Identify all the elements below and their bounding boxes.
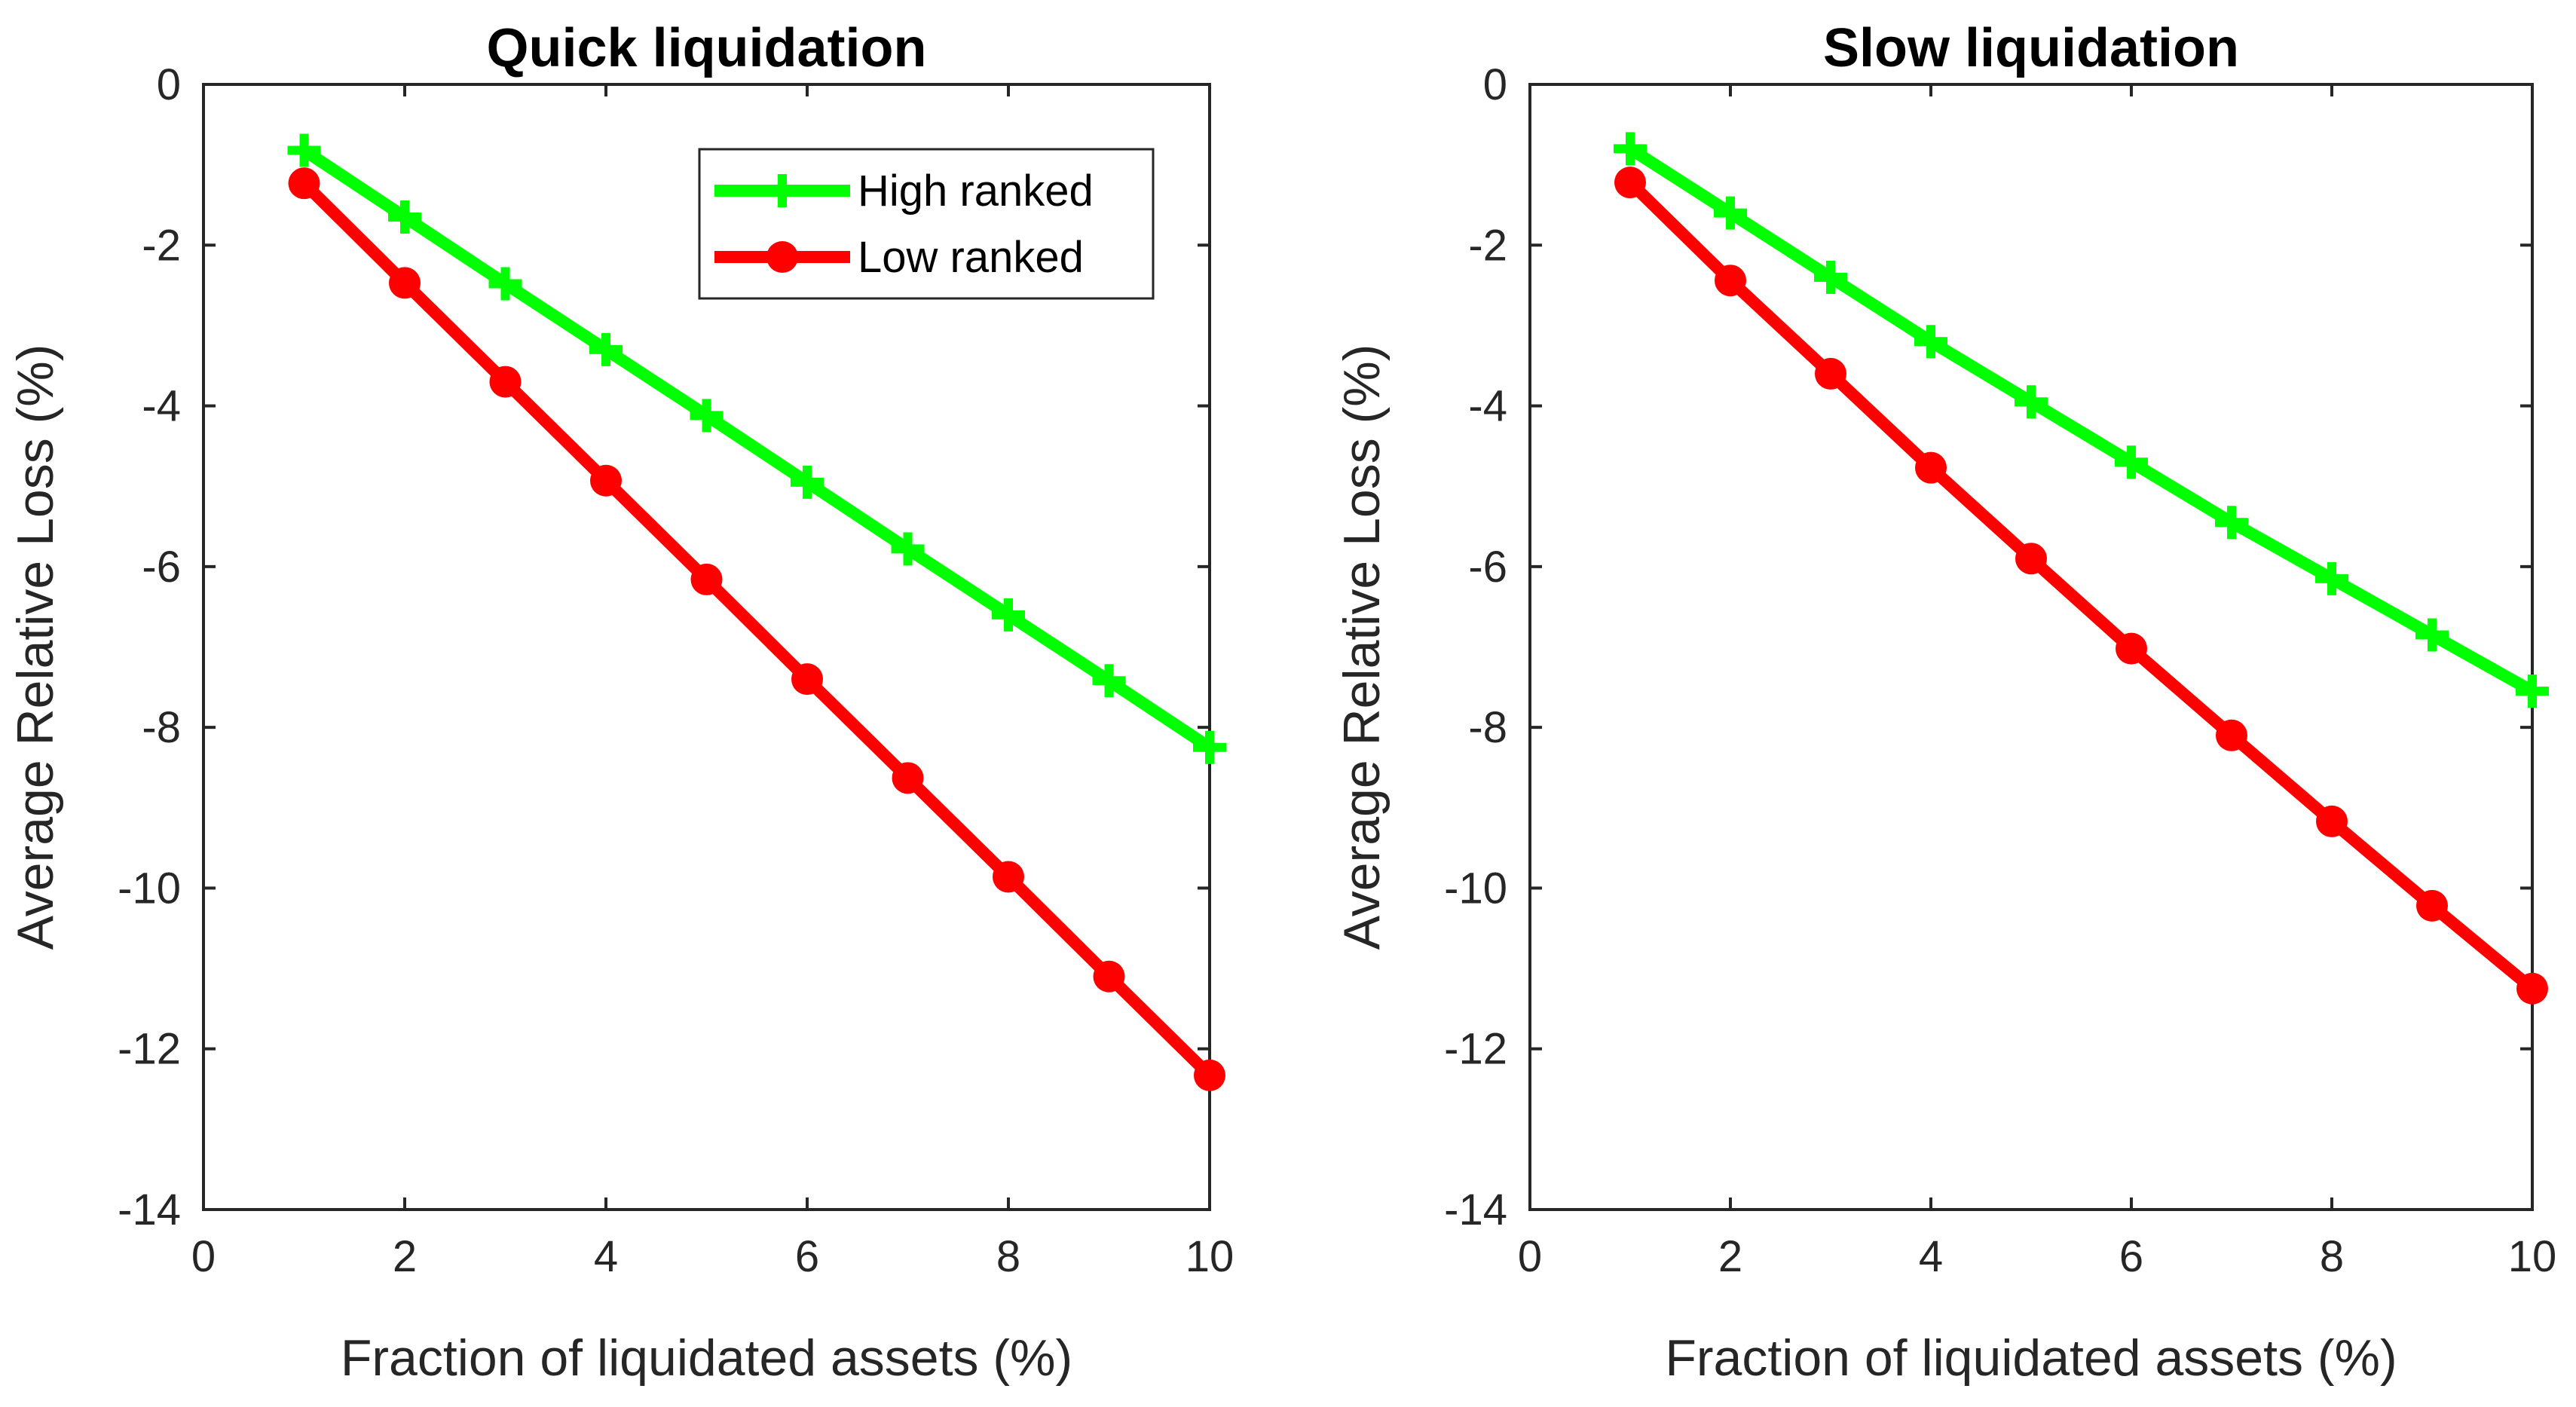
data-point-low-ranked	[892, 762, 924, 794]
y-tick-label: -2	[142, 221, 181, 270]
chart-panel-1: 0 2 4 6 8 10 0 -2 -4 -6 -8 -10 -12 -14 Quick liquidati…	[7, 18, 1234, 1387]
data-point-high-ranked	[1914, 325, 1947, 359]
data-point-high-ranked	[690, 399, 724, 433]
data-point-low-ranked	[791, 663, 823, 696]
y-tick-label: -14	[1444, 1185, 1507, 1234]
data-point-low-ranked	[993, 861, 1024, 893]
x-tick-label: 6	[2119, 1232, 2143, 1281]
data-point-high-ranked	[287, 133, 321, 167]
legend-marker-high-ranked	[766, 174, 799, 207]
y-tick-label: -12	[118, 1025, 181, 1074]
y-tick-label: 0	[157, 60, 181, 109]
y-tick-label: -6	[142, 543, 181, 592]
legend-marker-low-ranked	[766, 241, 798, 273]
y-tick-label: -8	[142, 703, 181, 752]
data-point-high-ranked	[2015, 385, 2048, 419]
x-tick-label: 10	[2508, 1232, 2557, 1281]
data-point-high-ranked	[891, 532, 925, 566]
axes-box	[1528, 83, 2534, 1211]
y-axis-label: Average Relative Loss (%)	[1333, 344, 1390, 950]
legend-label-high-ranked: High ranked	[858, 167, 1094, 216]
y-tick-label: -12	[1444, 1025, 1507, 1074]
legend-label-low-ranked: Low ranked	[858, 233, 1084, 282]
data-point-high-ranked	[1614, 132, 1647, 166]
data-point-high-ranked	[992, 598, 1025, 632]
data-point-high-ranked	[388, 200, 421, 234]
data-point-high-ranked	[488, 267, 522, 301]
data-point-low-ranked	[489, 366, 522, 398]
data-point-low-ranked	[1194, 1059, 1225, 1091]
x-tick-label: 2	[1718, 1232, 1742, 1281]
data-point-high-ranked	[2115, 445, 2148, 479]
x-tick-label: 0	[191, 1232, 216, 1281]
y-tick-label: 0	[1483, 60, 1507, 109]
series-line-high-ranked	[301, 145, 1213, 753]
y-tick-label: -14	[118, 1185, 181, 1234]
data-point-low-ranked	[590, 464, 622, 497]
chart-panel-2: 0 2 4 6 8 10 0 -2 -4 -6 -8 -10 -12 -14 Slow liquidatio…	[1333, 18, 2556, 1387]
data-point-high-ranked	[791, 465, 824, 499]
y-tick-label: -4	[1468, 382, 1507, 431]
data-point-high-ranked	[2516, 674, 2549, 708]
data-point-low-ranked	[2516, 972, 2548, 1005]
x-tick-label: 6	[795, 1232, 819, 1281]
chart-title: Slow liquidation	[1823, 18, 2239, 78]
data-point-high-ranked	[2415, 618, 2449, 652]
y-tick-label: -10	[1444, 864, 1507, 913]
data-point-low-ranked	[1915, 451, 1947, 484]
y-tick-label: -8	[1468, 703, 1507, 752]
data-point-low-ranked	[2216, 719, 2247, 751]
data-point-low-ranked	[1093, 960, 1125, 993]
x-tick-label: 4	[594, 1232, 618, 1281]
x-tick-label: 10	[1186, 1232, 1234, 1281]
data-point-low-ranked	[1815, 357, 1846, 390]
series-line-high-ranked	[1626, 143, 2535, 697]
y-axis-label: Average Relative Loss (%)	[7, 344, 64, 950]
data-point-high-ranked	[1814, 260, 1847, 294]
data-point-high-ranked	[1092, 664, 1126, 698]
data-point-high-ranked	[1714, 196, 1747, 230]
x-tick-label: 0	[1518, 1232, 1542, 1281]
y-tick-label: -6	[1468, 543, 1507, 592]
chart-title: Quick liquidation	[486, 18, 926, 78]
data-point-low-ranked	[1715, 265, 1746, 297]
data-point-low-ranked	[389, 267, 421, 299]
x-tick-label: 2	[393, 1232, 417, 1281]
data-point-low-ranked	[2416, 889, 2448, 922]
data-point-low-ranked	[2015, 543, 2047, 575]
data-point-high-ranked	[589, 332, 623, 366]
data-point-low-ranked	[2116, 632, 2147, 665]
x-axis-label: Fraction of liquidated assets (%)	[1665, 1329, 2397, 1387]
x-tick-label: 8	[996, 1232, 1020, 1281]
y-tick-label: -10	[118, 864, 181, 913]
y-tick-label: -4	[142, 382, 181, 431]
data-point-low-ranked	[1614, 167, 1646, 199]
y-tick-label: -2	[1468, 221, 1507, 270]
legend-box	[698, 148, 1155, 300]
data-point-low-ranked	[690, 563, 723, 595]
series-line-low-ranked	[1626, 178, 2537, 993]
x-tick-label: 4	[1919, 1232, 1943, 1281]
data-point-low-ranked	[288, 167, 320, 200]
data-point-high-ranked	[2215, 506, 2248, 540]
data-point-high-ranked	[1193, 730, 1226, 764]
x-axis-label: Fraction of liquidated assets (%)	[341, 1329, 1072, 1387]
x-tick-label: 8	[2320, 1232, 2344, 1281]
series-line-low-ranked	[299, 179, 1214, 1080]
legend: High ranked Low ranked	[698, 148, 1155, 300]
data-point-low-ranked	[2316, 805, 2348, 837]
data-point-high-ranked	[2315, 561, 2348, 595]
